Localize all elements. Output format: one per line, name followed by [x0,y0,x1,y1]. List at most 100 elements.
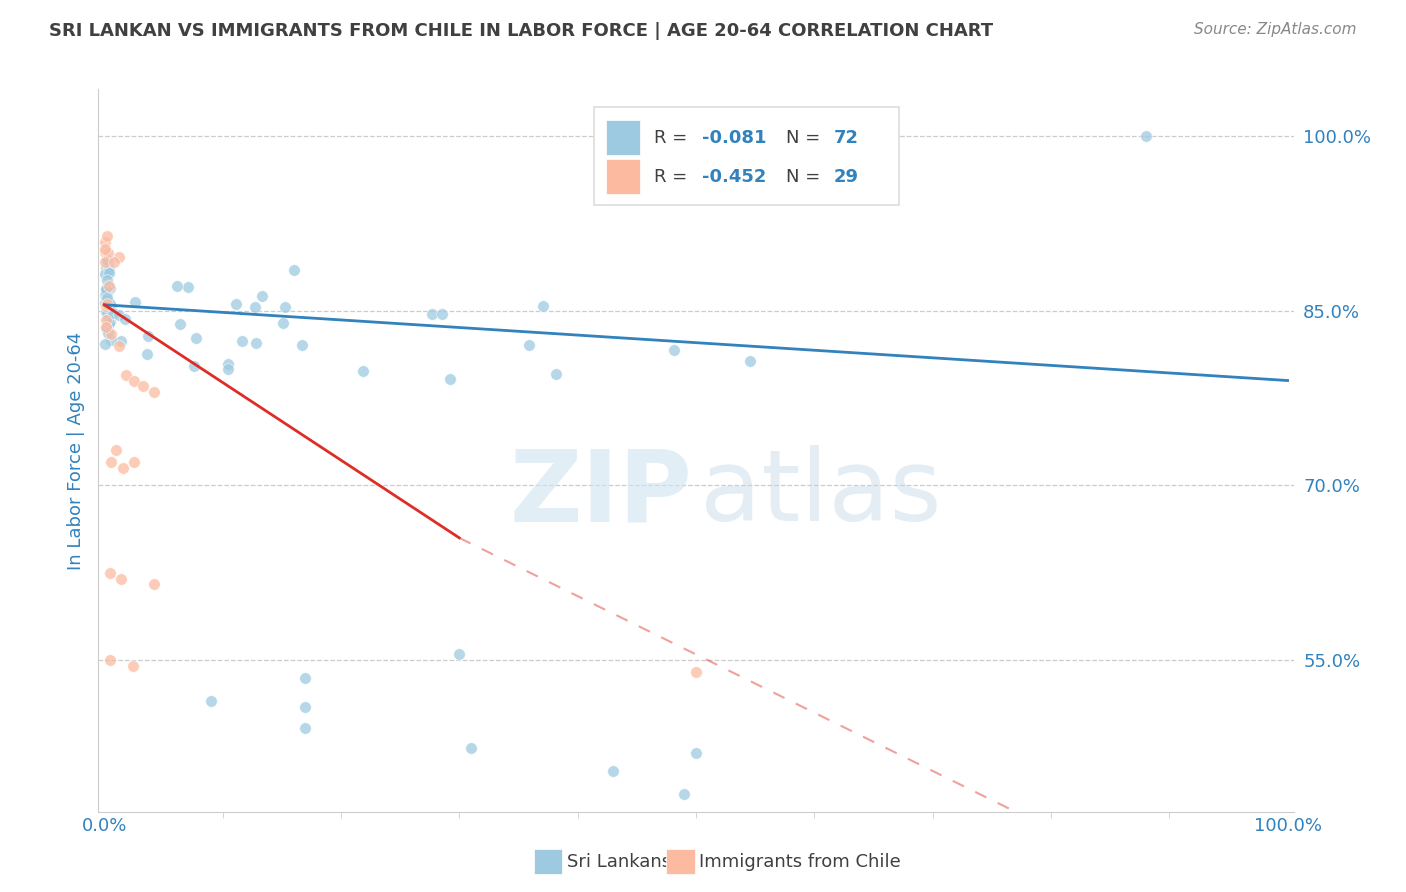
Point [94,288,117,302]
Text: atlas: atlas [700,445,941,542]
Point [673,787,696,801]
Point [685,747,707,761]
Point [98,298,121,312]
Point [225,297,247,311]
Point [96,321,118,335]
Point [294,671,316,685]
Point [96,299,118,313]
Point [96,306,118,320]
Point [96,229,118,244]
Point [96,313,118,327]
Point [96,286,118,301]
Point [96,263,118,277]
Text: ZIP: ZIP [509,445,692,542]
Point [98,315,121,329]
Point [94,336,117,351]
Point [94,242,117,256]
Point [544,367,567,381]
Point [114,312,136,326]
Point [283,263,305,277]
Point [169,317,191,331]
Point [112,461,135,475]
Point [94,261,117,276]
Text: R =: R = [654,128,693,146]
Point [177,280,200,294]
Point [96,321,118,335]
Point [96,287,118,301]
Point [93,296,115,310]
Point [96,273,118,287]
Point [107,338,129,352]
Bar [606,120,640,155]
Point [183,359,205,373]
Point [98,316,121,330]
Point [291,338,314,352]
Point [100,333,122,347]
Point [107,250,129,264]
Point [94,281,117,295]
Text: N =: N = [786,128,825,146]
Point [96,326,118,341]
Point [294,699,316,714]
Text: 72: 72 [834,128,859,146]
Point [122,374,145,388]
Point [93,255,115,269]
Point [1135,128,1157,143]
Point [271,316,294,330]
Point [274,301,297,315]
Point [94,286,117,301]
Text: -0.081: -0.081 [702,128,766,146]
Point [460,740,482,755]
Text: Sri Lankans: Sri Lankans [567,853,671,871]
Point [94,319,117,334]
Point [100,327,122,342]
Point [97,312,120,326]
Bar [606,160,640,194]
Point [245,300,267,314]
Point [96,252,118,267]
Point [100,299,122,313]
Point [294,721,316,735]
Point [98,279,121,293]
Point [517,338,540,352]
Point [96,290,118,304]
Point [200,694,222,708]
Point [231,334,253,348]
Text: Source: ZipAtlas.com: Source: ZipAtlas.com [1194,22,1357,37]
Point [96,291,118,305]
Point [531,299,554,313]
Point [98,566,121,580]
Point [685,665,707,679]
Point [94,304,117,318]
Point [738,354,761,368]
Point [186,331,208,345]
Point [96,282,118,296]
Point [100,281,122,295]
Point [97,256,120,270]
Point [114,368,136,382]
Point [98,266,121,280]
Point [105,443,128,458]
Point [250,289,273,303]
Text: Immigrants from Chile: Immigrants from Chile [699,853,900,871]
Point [110,572,132,586]
Point [136,347,159,361]
Point [97,262,120,277]
Point [439,372,461,386]
Text: 29: 29 [834,168,859,186]
Point [430,307,453,321]
Point [100,455,122,469]
Point [136,329,159,343]
Point [217,357,239,371]
Text: N =: N = [786,168,825,186]
Point [245,335,267,350]
Point [110,334,132,348]
Text: SRI LANKAN VS IMMIGRANTS FROM CHILE IN LABOR FORCE | AGE 20-64 CORRELATION CHART: SRI LANKAN VS IMMIGRANTS FROM CHILE IN L… [49,22,993,40]
Y-axis label: In Labor Force | Age 20-64: In Labor Force | Age 20-64 [66,331,84,570]
Point [166,279,188,293]
Point [108,308,131,322]
Point [94,244,117,259]
Point [124,295,146,310]
Point [602,764,624,778]
Point [93,235,115,249]
